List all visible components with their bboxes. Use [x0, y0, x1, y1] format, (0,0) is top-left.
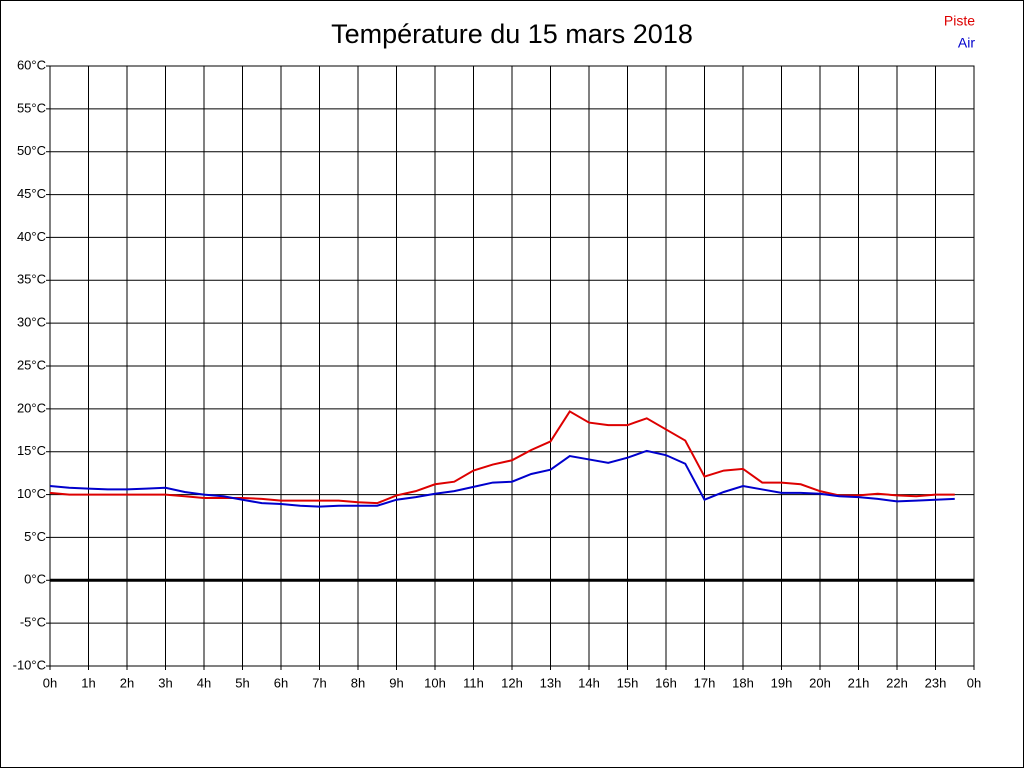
- x-tick-label: 11h: [463, 675, 484, 690]
- y-tick-label: 60°C: [17, 57, 46, 72]
- x-tick-label: 22h: [886, 675, 908, 690]
- x-tick-label: 17h: [694, 675, 716, 690]
- x-tick-label: 8h: [351, 675, 365, 690]
- y-tick-label: 0°C: [24, 572, 46, 587]
- x-tick-label: 12h: [501, 675, 523, 690]
- x-tick-label: 6h: [274, 675, 288, 690]
- y-tick-label: 30°C: [17, 315, 46, 330]
- y-tick-label: 5°C: [24, 529, 46, 544]
- x-tick-label: 21h: [848, 675, 870, 690]
- x-tick-label: 15h: [617, 675, 639, 690]
- x-tick-label: 23h: [925, 675, 947, 690]
- series-line: [49, 410, 955, 505]
- x-tick-label: 2h: [120, 675, 134, 690]
- y-tick-label: 35°C: [17, 272, 46, 287]
- chart-title: Température du 15 mars 2018: [331, 19, 693, 49]
- y-tick-label: 40°C: [17, 229, 46, 244]
- legend-entry: Air: [958, 35, 975, 51]
- x-tick-label: 20h: [809, 675, 831, 690]
- x-tick-label: 3h: [158, 675, 172, 690]
- x-tick-label: 18h: [732, 675, 754, 690]
- x-tick-label: 19h: [771, 675, 793, 690]
- x-tick-label: 1h: [81, 675, 95, 690]
- y-tick-label: 50°C: [17, 143, 46, 158]
- y-tick-label: -5°C: [20, 615, 46, 630]
- x-tick-label: 7h: [312, 675, 326, 690]
- y-tick-label: 15°C: [17, 443, 46, 458]
- x-tick-label: 0h: [967, 675, 981, 690]
- x-tick-label: 0h: [43, 675, 57, 690]
- y-tick-label: 20°C: [17, 400, 46, 415]
- x-tick-label: 16h: [655, 675, 677, 690]
- legend-entry: Piste: [944, 13, 975, 29]
- x-tick-label: 9h: [389, 675, 403, 690]
- x-tick-label: 14h: [578, 675, 600, 690]
- x-tick-label: 13h: [540, 675, 562, 690]
- x-tick-label: 4h: [197, 675, 211, 690]
- series-line: [49, 449, 955, 508]
- y-tick-label: 55°C: [17, 100, 46, 115]
- x-tick-label: 5h: [235, 675, 249, 690]
- y-tick-label: 10°C: [17, 486, 46, 501]
- y-tick-label: 45°C: [17, 186, 46, 201]
- y-tick-label: 25°C: [17, 357, 46, 372]
- x-tick-label: 10h: [424, 675, 446, 690]
- y-tick-label: -10°C: [13, 657, 46, 672]
